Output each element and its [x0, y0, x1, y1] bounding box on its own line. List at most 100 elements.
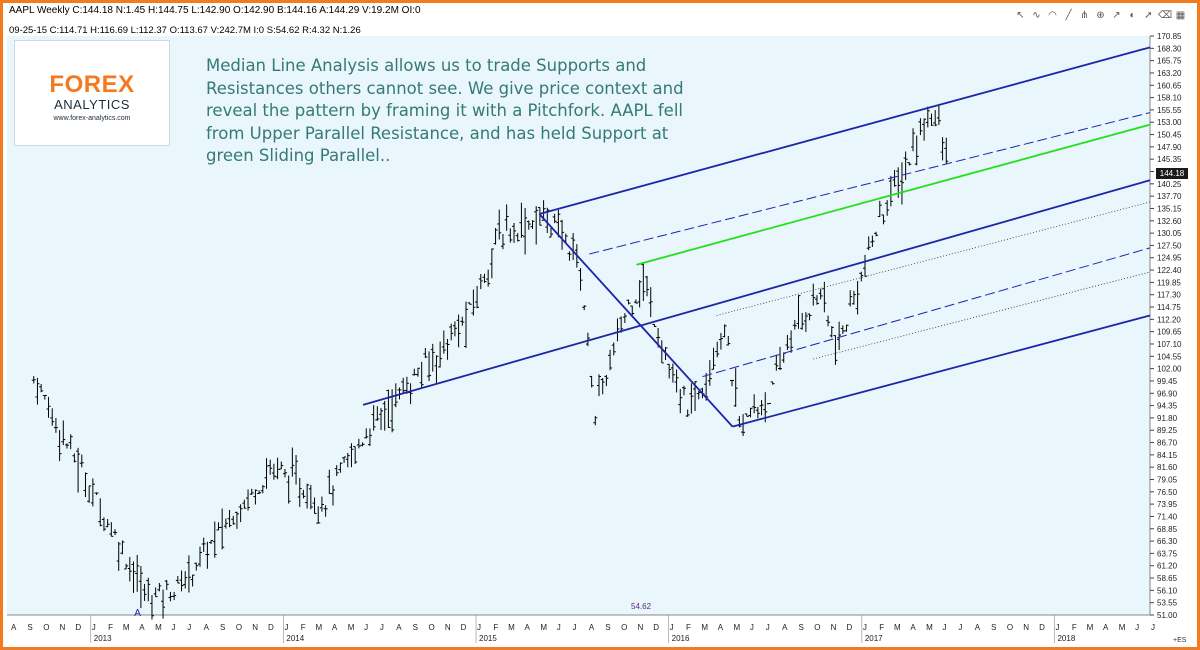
price-bar [789, 330, 794, 353]
logo-name: FOREX [49, 71, 135, 98]
price-bar [604, 375, 609, 387]
price-bar [109, 522, 114, 537]
price-bar [670, 363, 675, 383]
price-bar [471, 289, 476, 316]
price-bar [560, 219, 565, 250]
wave-icon[interactable]: ∿ [1032, 10, 1041, 21]
y-tick-label: 122.40 [1157, 266, 1182, 275]
price-bar [198, 546, 202, 567]
pitchfork-handle [538, 213, 734, 428]
price-bar [120, 540, 125, 555]
analysis-annotation: Median Line Analysis allows us to trade … [206, 56, 684, 165]
price-bar [367, 428, 372, 447]
median-line [362, 179, 1151, 406]
price-chart[interactable]: 170.85 168.30 165.75 163.20 160.65 158.10 155.… [3, 3, 1197, 647]
y-tick-label: 168.30 [1157, 44, 1182, 53]
month-label: O [621, 623, 627, 632]
price-bar [401, 377, 406, 394]
ray-icon[interactable]: ↗ [1112, 10, 1121, 21]
year-label: 2018 [1057, 634, 1075, 643]
price-bar [903, 151, 908, 181]
arrow-icon[interactable]: ➚ [1144, 10, 1153, 21]
price-bar [770, 381, 775, 385]
y-tick-label: 150.45 [1157, 131, 1182, 140]
price-bar [685, 409, 690, 417]
month-label: N [637, 623, 643, 632]
month-label: J [284, 623, 288, 632]
price-bar [759, 400, 764, 416]
month-label: F [879, 623, 884, 632]
month-label: A [975, 623, 981, 632]
price-bar [748, 407, 753, 418]
price-bar [537, 207, 542, 226]
y-tick-label: 53.55 [1157, 599, 1178, 608]
price-bar [227, 509, 232, 528]
price-bar [597, 374, 601, 397]
price-bar [803, 312, 808, 333]
price-bar [645, 275, 650, 297]
crosshair-icon[interactable]: ⊕ [1096, 10, 1105, 21]
price-bar [741, 414, 746, 437]
month-label: D [846, 623, 852, 632]
price-bar [600, 378, 605, 395]
fan-icon[interactable]: ◠ [1048, 10, 1057, 21]
eraser-icon[interactable]: ⌫ [1158, 10, 1173, 21]
price-bar [124, 563, 129, 570]
grid-icon[interactable]: ▦ [1175, 10, 1186, 21]
price-bar [264, 458, 269, 489]
month-label: J [557, 623, 561, 632]
price-bar [231, 515, 236, 525]
y-tick-label: 155.55 [1157, 106, 1182, 115]
price-bar [929, 113, 934, 126]
price-bar [445, 338, 450, 360]
price-bar [689, 383, 694, 414]
price-bar [135, 554, 140, 592]
month-label: A [1103, 623, 1109, 632]
month-label: S [991, 623, 996, 632]
y-tick-label: 71.40 [1157, 512, 1178, 521]
price-bar [881, 214, 886, 225]
study-value-label: 54.62 [631, 602, 652, 611]
month-label: S [413, 623, 418, 632]
month-label: M [1119, 623, 1126, 632]
price-bar [918, 118, 923, 136]
y-tick-label: 102.00 [1157, 365, 1182, 374]
price-bar [415, 367, 420, 377]
month-label: F [301, 623, 306, 632]
price-bar [94, 492, 99, 495]
pitchfork-icon[interactable]: ⋔ [1080, 10, 1089, 21]
cursor-icon[interactable]: ↖ [1016, 10, 1025, 21]
y-tick-label: 160.65 [1157, 81, 1182, 90]
line-icon[interactable]: ╱ [1065, 10, 1072, 21]
price-bar [515, 233, 520, 242]
price-bar [35, 377, 40, 405]
price-bar [722, 324, 727, 338]
price-bar [578, 268, 583, 291]
month-label: J [943, 623, 947, 632]
y-tick-label: 104.55 [1157, 352, 1182, 361]
y-tick-label: 66.30 [1157, 537, 1178, 546]
month-label: A [396, 623, 402, 632]
price-bar [246, 489, 251, 511]
price-bar [637, 280, 642, 308]
cycle-icon[interactable]: ◐ [1129, 10, 1136, 21]
month-label: A [332, 623, 338, 632]
month-label: M [894, 623, 901, 632]
price-bar [944, 137, 949, 164]
month-label: J [364, 623, 368, 632]
price-bar [837, 321, 842, 351]
sliding-parallel [636, 123, 1151, 266]
price-bar [238, 504, 243, 523]
y-tick-label: 165.75 [1157, 57, 1182, 66]
month-label: D [461, 623, 467, 632]
y-tick-label: 94.35 [1157, 402, 1178, 411]
price-bar [778, 346, 783, 371]
price-bar [87, 485, 92, 503]
month-label: J [958, 623, 962, 632]
price-bar [526, 220, 531, 230]
price-bar [249, 488, 254, 495]
price-bar [371, 405, 376, 431]
month-label: A [204, 623, 210, 632]
year-label: 2015 [479, 634, 497, 643]
price-bar [936, 104, 941, 125]
